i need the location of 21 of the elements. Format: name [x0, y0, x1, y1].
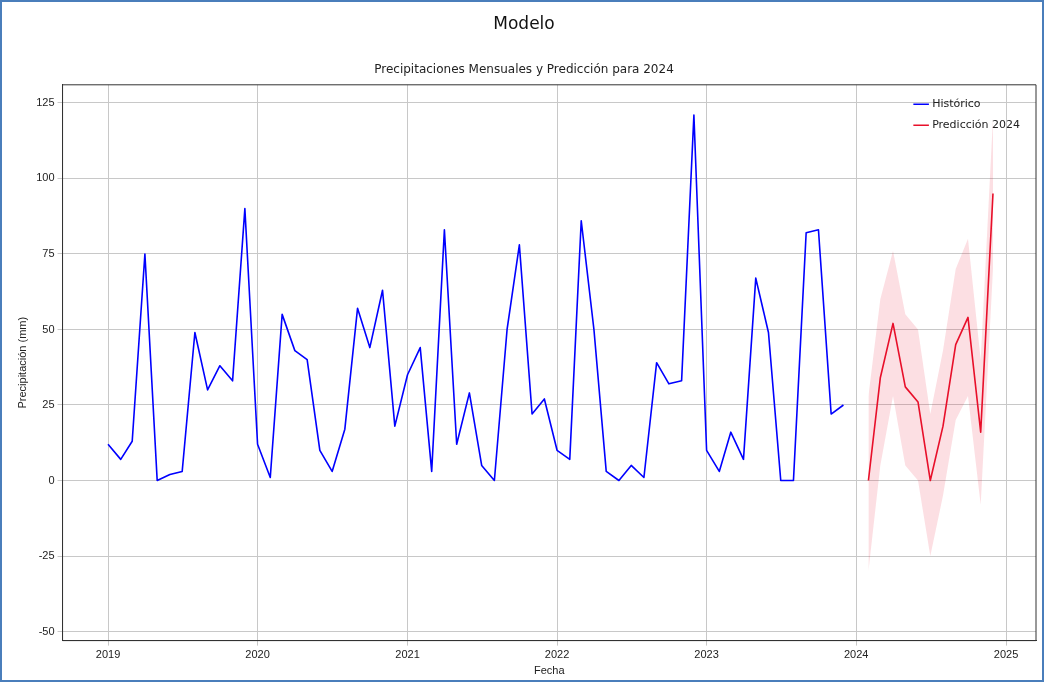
x-axis-title: Fecha [533, 664, 566, 677]
y-axis-title: Precipitación (mm) [15, 316, 28, 409]
legend-label: Predicción 2024 [932, 118, 1020, 132]
x-tick-label: 2021 [395, 648, 420, 661]
y-tick-label: 50 [42, 322, 55, 335]
y-tick-label: 100 [36, 171, 55, 184]
x-tick-label: 2020 [245, 648, 270, 661]
x-tick-label: 2024 [843, 648, 869, 661]
x-tick-label: 2019 [95, 648, 121, 661]
x-tick-label: 2022 [544, 648, 570, 661]
x-tick-label: 2023 [694, 648, 719, 661]
legend-label: Histórico [932, 97, 981, 111]
y-tick-label: 25 [42, 398, 55, 411]
x-tick-label: 2025 [993, 648, 1019, 661]
y-tick-label: 125 [36, 95, 55, 108]
y-tick-label: -25 [38, 549, 55, 562]
chart-title: Modelo [493, 12, 555, 33]
y-tick-label: 0 [48, 473, 55, 486]
y-tick-label: 75 [42, 246, 55, 259]
chart-subtitle: Precipitaciones Mensuales y Predicción para 2024 [374, 61, 674, 76]
y-tick-label: -50 [38, 624, 55, 637]
